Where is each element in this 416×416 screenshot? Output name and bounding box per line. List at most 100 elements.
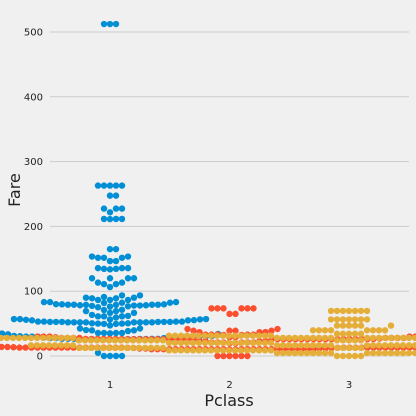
swarm-point-class-1 — [112, 257, 120, 265]
swarm-point-class-3 — [0, 334, 5, 342]
swarm-point-class-3 — [243, 332, 251, 339]
swarm-point-class-3 — [351, 322, 359, 329]
y-tick-label: 500 — [24, 28, 43, 39]
swarm-point-class-3 — [261, 332, 269, 339]
swarm-point-class-3 — [315, 342, 323, 349]
swarm-point-class-3 — [315, 349, 323, 357]
swarm-point-class-2 — [244, 352, 251, 360]
swarm-point-class-1 — [118, 320, 126, 327]
swarm-point-class-3 — [129, 344, 137, 352]
swarm-point-class-3 — [303, 342, 311, 349]
swarm-point-class-1 — [82, 294, 90, 301]
swarm-point-class-3 — [363, 349, 371, 357]
swarm-point-class-2 — [268, 327, 275, 334]
swarm-point-class-1 — [118, 299, 126, 306]
y-tick-labels: 0 100 200 300 400 500 — [24, 28, 43, 363]
swarm-point-class-1 — [148, 301, 156, 308]
swarm-point-class-2 — [238, 305, 245, 312]
swarm-point-class-3 — [237, 347, 245, 354]
swarm-point-class-3 — [141, 337, 149, 344]
swarm-point-class-3 — [327, 307, 335, 315]
swarm-point-class-3 — [333, 344, 341, 352]
swarm-point-class-1 — [160, 301, 168, 308]
swarm-point-class-2 — [10, 344, 17, 351]
swarm-point-class-3 — [345, 337, 353, 344]
swarm-point-class-3 — [393, 349, 401, 357]
swarm-point-class-1 — [22, 316, 30, 323]
swarm-point-class-3 — [189, 339, 197, 347]
swarm-point-class-3 — [357, 307, 365, 315]
swarm-point-class-1 — [130, 302, 138, 309]
swarm-point-class-3 — [339, 322, 347, 329]
swarm-point-class-1 — [52, 318, 60, 326]
swarm-point-class-1 — [88, 295, 96, 302]
swarm-point-class-3 — [303, 334, 311, 342]
swarm-point-class-3 — [327, 316, 335, 323]
swarm-point-class-3 — [321, 349, 329, 357]
y-tick-label: 400 — [24, 92, 43, 103]
swarm-point-class-3 — [249, 347, 257, 354]
swarm-point-class-1 — [94, 304, 102, 311]
swarm-point-class-1 — [124, 275, 132, 282]
swarm-point-class-2 — [214, 352, 221, 360]
swarm-point-class-1 — [88, 327, 96, 334]
swarm-point-class-3 — [9, 334, 17, 342]
swarm-point-class-3 — [225, 339, 233, 347]
swarm-point-class-3 — [381, 342, 389, 349]
swarm-point-class-1 — [124, 264, 132, 272]
swarm-point-class-3 — [249, 339, 257, 347]
swarm-point-class-3 — [363, 327, 371, 334]
swarm-point-class-3 — [21, 334, 29, 342]
swarm-point-class-3 — [315, 327, 323, 334]
swarm-point-class-1 — [124, 320, 132, 327]
swarm-point-class-3 — [291, 342, 299, 349]
swarm-point-class-1 — [94, 182, 102, 189]
swarm-point-class-1 — [112, 20, 120, 28]
swarm-point-class-3 — [129, 337, 137, 344]
swarm-point-class-3 — [345, 344, 353, 352]
y-tick-label: 100 — [24, 287, 43, 298]
swarm-point-class-3 — [243, 347, 251, 354]
swarm-point-class-1 — [112, 301, 120, 309]
swarm-point-class-1 — [112, 352, 120, 360]
swarm-point-class-3 — [237, 339, 245, 347]
swarm-point-class-1 — [16, 315, 24, 323]
swarm-point-class-1 — [88, 302, 96, 310]
swarm-point-class-1 — [106, 296, 114, 304]
swarm-point-class-1 — [100, 313, 108, 320]
swarm-point-class-1 — [106, 192, 114, 199]
swarm-point-class-3 — [381, 327, 389, 334]
swarm-point-class-3 — [207, 339, 215, 347]
swarm-point-class-1 — [142, 302, 150, 309]
swarm-point-class-3 — [303, 349, 311, 357]
swarm-point-class-3 — [267, 332, 275, 339]
swarm-point-class-1 — [112, 245, 120, 253]
swarm-point-class-1 — [64, 319, 72, 326]
swarm-point-class-1 — [172, 318, 180, 325]
swarm-point-class-1 — [130, 294, 138, 301]
swarm-point-class-3 — [309, 349, 317, 357]
swarm-point-class-1 — [112, 307, 120, 315]
swarm-point-class-1 — [82, 326, 90, 334]
y-axis-label: Fare — [5, 173, 24, 207]
swarm-point-class-3 — [39, 342, 47, 349]
swarm-point-class-3 — [267, 347, 275, 354]
swarm-point-class-2 — [208, 305, 215, 312]
swarm-point-class-3 — [309, 342, 317, 349]
swarm-point-class-1 — [88, 275, 96, 282]
swarm-point-class-1 — [28, 317, 36, 324]
swarm-point-class-1 — [130, 327, 138, 334]
swarm-point-class-3 — [333, 307, 341, 315]
y-tick-label: 200 — [24, 222, 43, 233]
swarm-point-class-3 — [75, 337, 83, 344]
swarm-point-class-1 — [166, 318, 174, 326]
swarm-point-class-3 — [279, 342, 287, 349]
swarm-point-class-3 — [357, 322, 365, 329]
swarm-point-class-3 — [99, 337, 107, 344]
swarm-point-class-3 — [183, 347, 191, 354]
swarm-point-class-3 — [315, 334, 323, 342]
swarm-point-class-3 — [297, 349, 305, 357]
swarm-point-class-1 — [112, 320, 120, 328]
